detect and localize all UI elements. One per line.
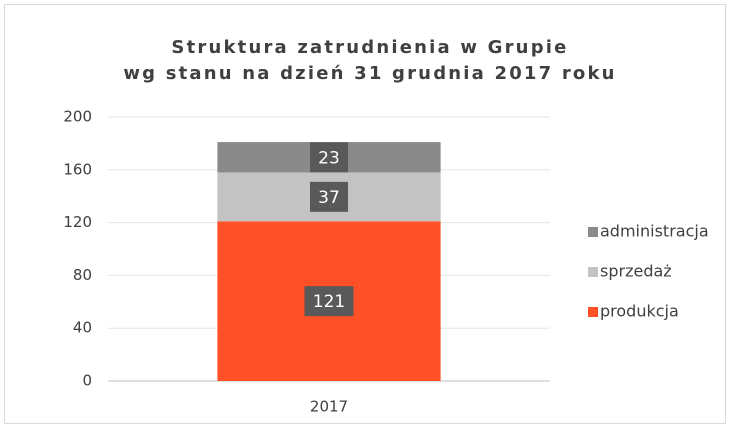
value-label-box — [304, 286, 354, 317]
value-label-box — [310, 181, 348, 212]
value-label: 37 — [318, 188, 340, 208]
x-tick-label: 2017 — [310, 398, 348, 416]
value-label: 121 — [313, 292, 345, 312]
y-tick-label: 0 — [82, 372, 92, 390]
legend-label: administracja — [600, 222, 709, 241]
legend-label: produkcja — [600, 302, 679, 321]
chart-subtitle: wg stanu na dzień 31 grudnia 2017 roku — [123, 63, 616, 84]
y-tick-label: 200 — [63, 108, 92, 126]
y-tick-label: 120 — [63, 213, 92, 231]
value-label: 23 — [318, 148, 340, 168]
y-tick-label: 80 — [73, 266, 92, 284]
chart-title: Struktura zatrudnienia w Grupie — [171, 37, 568, 58]
legend-label: sprzedaż — [600, 262, 672, 281]
legend-swatch — [588, 307, 598, 317]
value-label-box — [310, 142, 348, 173]
y-tick-label: 40 — [73, 319, 92, 337]
y-tick-label: 160 — [63, 160, 92, 178]
legend-swatch — [588, 267, 598, 277]
legend-swatch — [588, 227, 598, 237]
